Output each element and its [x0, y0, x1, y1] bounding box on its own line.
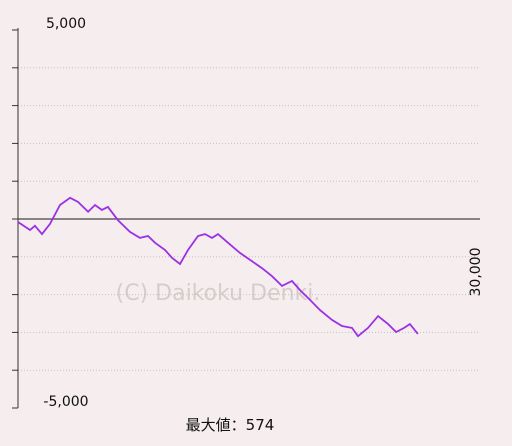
- y-tick-label: -5,000: [43, 394, 88, 410]
- y-tick-label: 5,000: [46, 16, 86, 32]
- x-tick-label: 30,000: [468, 248, 484, 297]
- data-line: [17, 196, 419, 338]
- watermark: (C) Daikoku Denki.: [116, 281, 321, 306]
- max-annotation: 最大値：574: [186, 416, 275, 434]
